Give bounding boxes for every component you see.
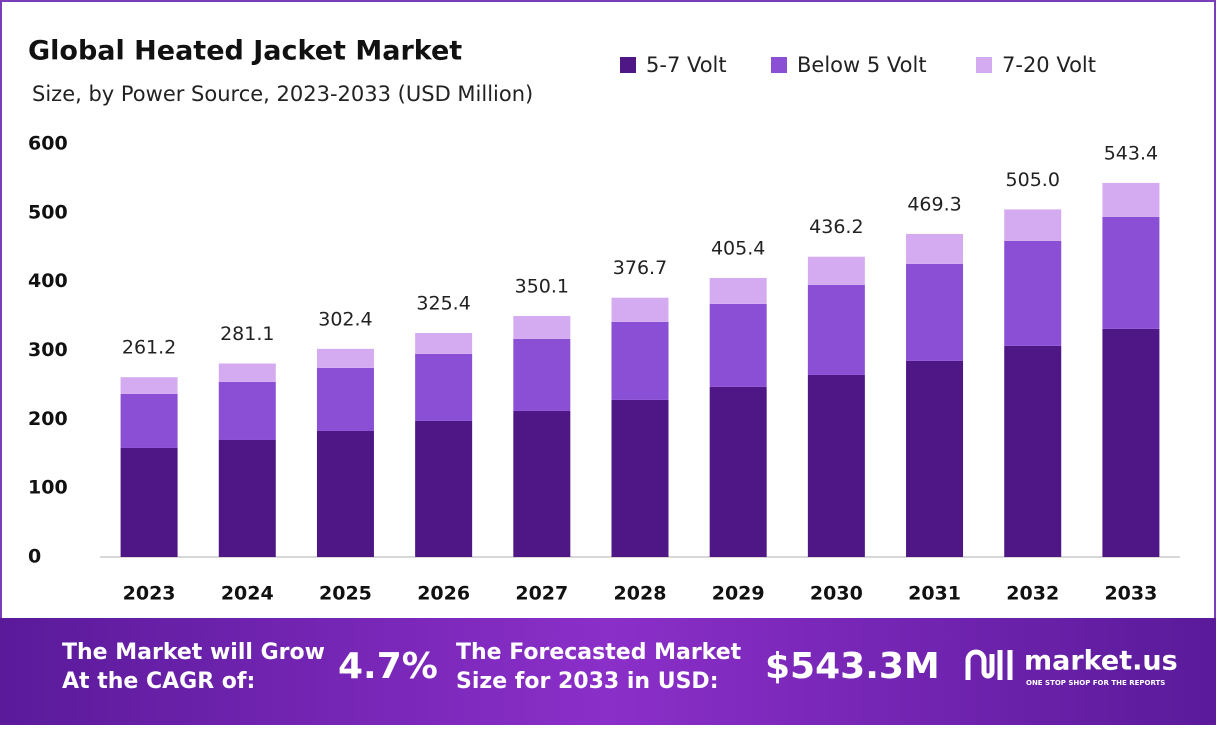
total-label: 469.3 [907, 193, 961, 215]
y-tick-label: 200 [28, 408, 68, 430]
bar-segment [316, 348, 374, 368]
cagr-value: 4.7% [338, 646, 438, 687]
footer: The Market will Grow At the CAGR of: 4.7… [62, 640, 1178, 694]
y-tick-label: 400 [28, 270, 68, 292]
y-tick-label: 300 [28, 339, 68, 361]
legend-swatch [771, 57, 787, 73]
forecast-value: $543.3M [765, 646, 940, 687]
bar-segment [513, 316, 571, 339]
bar-segment [1004, 240, 1062, 346]
legend-swatch [976, 57, 992, 73]
footer-band [0, 618, 1216, 725]
bar-segment [1004, 345, 1062, 557]
y-tick-label: 100 [28, 477, 68, 499]
total-label: 543.4 [1104, 142, 1158, 164]
bar-segment [415, 333, 473, 354]
bar-segment [218, 363, 276, 382]
total-label: 376.7 [613, 257, 667, 279]
bar-segment [513, 410, 571, 557]
bar-segment [513, 338, 571, 411]
bar-segment [120, 393, 178, 448]
total-label: 405.4 [711, 237, 765, 259]
brand-logo [965, 649, 1013, 680]
bar-segment [611, 399, 669, 557]
forecast-text: Size for 2033 in USD: [456, 669, 719, 694]
brand: market.us [1024, 646, 1178, 677]
legend-label: 7-20 Volt [1002, 53, 1096, 77]
bar-segment [1102, 182, 1160, 217]
legend-label: 5-7 Volt [646, 53, 727, 77]
x-tick-label: 2029 [712, 583, 765, 605]
legend-label: Below 5 Volt [797, 53, 927, 77]
total-label: 302.4 [318, 308, 372, 330]
bar-segment [906, 263, 964, 361]
bar-segment [120, 447, 178, 557]
legend-swatch [620, 57, 636, 73]
chart-title: Global Heated Jacket Market [28, 36, 462, 67]
x-tick-label: 2031 [908, 583, 961, 605]
y-tick-label: 500 [28, 201, 68, 223]
cagr-text: The Market will Grow [62, 640, 325, 665]
bar-segment [709, 277, 767, 304]
total-label: 281.1 [220, 323, 274, 345]
bar-segment [807, 374, 865, 557]
x-tick-label: 2032 [1006, 583, 1059, 605]
bar-segment [906, 360, 964, 557]
x-tick-label: 2023 [123, 583, 176, 605]
x-tick-label: 2024 [221, 583, 274, 605]
bar-segment [709, 386, 767, 557]
total-label: 436.2 [809, 216, 863, 238]
tagline: ONE STOP SHOP FOR THE REPORTS [1026, 679, 1165, 687]
x-tick-label: 2025 [319, 583, 372, 605]
x-tick-label: 2026 [417, 583, 470, 605]
bar-segment [807, 284, 865, 375]
bar-segment [1004, 209, 1062, 241]
y-tick-label: 600 [28, 133, 68, 155]
bar-segment [218, 439, 276, 557]
x-tick-label: 2030 [810, 583, 863, 605]
bar-segment [120, 377, 178, 394]
bar-segment [218, 381, 276, 440]
chart-subtitle: Size, by Power Source, 2023-2033 (USD Mi… [32, 82, 533, 106]
bar-segment [1102, 216, 1160, 329]
bar-segment [611, 321, 669, 400]
y-tick-label: 0 [28, 546, 41, 568]
bar-segment [611, 297, 669, 322]
forecast-text: The Forecasted Market [456, 640, 742, 665]
total-label: 325.4 [416, 293, 470, 315]
total-label: 261.2 [122, 337, 176, 359]
bar-segment [709, 303, 767, 387]
bar-segment [807, 256, 865, 285]
bar-segment [415, 353, 473, 421]
total-label: 505.0 [1006, 169, 1060, 191]
total-label: 350.1 [515, 276, 569, 298]
bar-segment [316, 367, 374, 431]
bar-segment [906, 233, 964, 264]
x-tick-label: 2033 [1104, 583, 1157, 605]
bar-segment [1102, 328, 1160, 557]
bar-segment [316, 430, 374, 557]
x-tick-label: 2027 [515, 583, 568, 605]
bar-segment [415, 420, 473, 557]
cagr-text: At the CAGR of: [62, 669, 255, 694]
x-tick-label: 2028 [614, 583, 667, 605]
